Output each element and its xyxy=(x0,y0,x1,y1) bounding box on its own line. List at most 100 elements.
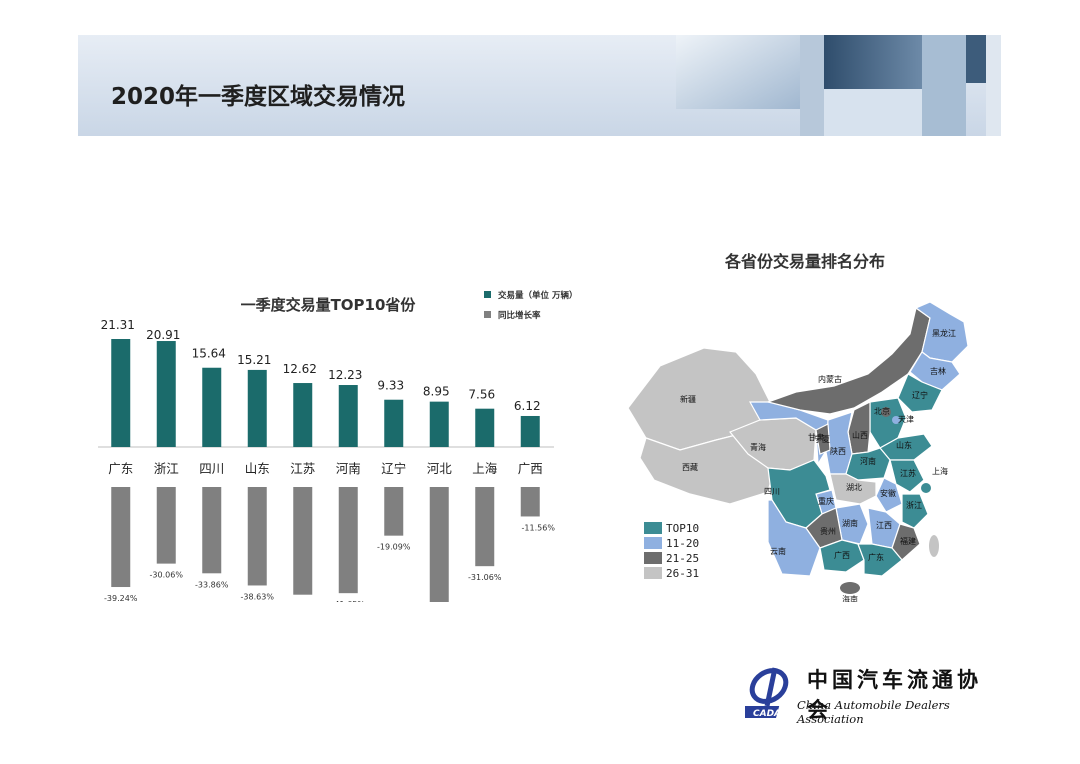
map-legend-label: TOP10 xyxy=(666,522,699,535)
volume-data-label: 9.33 xyxy=(377,379,404,393)
volume-data-label: 12.23 xyxy=(328,368,362,382)
map-region-label: 北京 xyxy=(874,406,890,416)
top10-bar-chart: 一季度交易量TOP10省份 交易量（单位 万辆） 同比增长率 21.31 广东 -39.2… xyxy=(98,290,577,602)
chart-title: 一季度交易量TOP10省份 xyxy=(241,296,417,314)
growth-data-label: -33.86% xyxy=(195,580,229,589)
region-ningxia xyxy=(815,423,831,455)
map-region-label: 山西 xyxy=(852,430,868,440)
volume-bar xyxy=(156,341,176,447)
cada-emblem-icon: CADA xyxy=(745,667,789,719)
volume-bar xyxy=(429,401,449,447)
map-region-label: 新疆 xyxy=(680,394,696,404)
map-region-label: 海南 xyxy=(842,594,858,602)
map-region-label: 重庆 xyxy=(818,496,834,506)
growth-bar xyxy=(247,487,267,586)
map-regions xyxy=(627,301,969,594)
volume-bar xyxy=(384,399,404,447)
logo-chinese-name: 中国汽车流通协会 xyxy=(807,667,982,722)
category-tick-label: 四川 xyxy=(199,461,224,476)
volume-data-label: 20.91 xyxy=(146,328,180,342)
legend-label: 同比增长率 xyxy=(498,310,541,321)
volume-bar xyxy=(520,415,540,447)
map-legend-swatch xyxy=(644,522,662,534)
category-tick-label: 山东 xyxy=(245,461,270,476)
volume-data-label: 7.56 xyxy=(468,388,495,402)
volume-bar xyxy=(475,408,495,447)
region-shanxi xyxy=(847,401,871,455)
region-tianjin xyxy=(892,416,900,424)
volume-bar xyxy=(202,367,222,447)
map-legend-label: 26-31 xyxy=(666,567,699,580)
region-hubei xyxy=(829,473,877,505)
map-region-label: 云南 xyxy=(770,546,786,556)
volume-data-label: 21.31 xyxy=(101,318,135,332)
volume-bar xyxy=(293,383,313,447)
map-region-label: 辽宁 xyxy=(912,390,928,400)
map-legend-swatch xyxy=(644,567,662,579)
legend-swatch xyxy=(484,311,491,318)
category-tick-label: 广西 xyxy=(518,461,543,476)
region-anhui xyxy=(875,477,903,513)
map-region-label: 江苏 xyxy=(900,468,916,478)
map-region-label: 湖北 xyxy=(846,483,862,492)
volume-data-label: 8.95 xyxy=(423,385,450,399)
growth-data-label: -30.06% xyxy=(150,571,184,580)
region-taiwan xyxy=(929,535,939,557)
map-region-label: 山东 xyxy=(896,440,912,450)
header-banner: 2020年一季度区域交易情况 xyxy=(78,35,1001,136)
map-region-label: 广西 xyxy=(834,550,850,560)
map-region-label: 吉林 xyxy=(930,366,946,376)
growth-bar xyxy=(111,487,131,588)
region-shanghai xyxy=(921,483,931,493)
growth-bar xyxy=(156,487,176,564)
map-region-label: 西藏 xyxy=(682,462,698,472)
map-region-label: 宁夏 xyxy=(814,434,830,444)
map-legend-swatch xyxy=(644,552,662,564)
region-beijing xyxy=(881,407,891,417)
page-title: 2020年一季度区域交易情况 xyxy=(111,84,406,110)
volume-data-label: 12.62 xyxy=(283,362,317,376)
category-tick-label: 江苏 xyxy=(290,461,315,476)
map-region-label: 福建 xyxy=(900,536,916,546)
growth-data-label: -38.63% xyxy=(241,592,275,601)
region-zhejiang xyxy=(901,493,929,529)
volume-data-label: 6.12 xyxy=(514,399,541,413)
region-fujian xyxy=(891,523,921,561)
legend-swatch xyxy=(484,291,491,298)
map-region-label: 湖南 xyxy=(842,518,858,528)
volume-data-label: 15.21 xyxy=(237,353,271,367)
map-region-label: 四川 xyxy=(764,487,780,496)
region-jilin xyxy=(909,351,961,391)
growth-bar xyxy=(338,487,358,594)
map-title: 各省份交易量排名分布 xyxy=(724,252,885,271)
map-region-label: 陕西 xyxy=(830,446,846,456)
map-region-label: 黑龙江 xyxy=(932,328,956,338)
map-region-label: 江西 xyxy=(876,521,892,530)
map-legend-label: 11-20 xyxy=(666,537,699,550)
header-decoration xyxy=(676,35,1001,136)
category-tick-label: 辽宁 xyxy=(381,461,406,476)
legend-label: 交易量（单位 万辆） xyxy=(498,290,577,301)
category-tick-label: 广东 xyxy=(108,461,133,476)
map-region-label: 河南 xyxy=(860,456,876,466)
growth-bar xyxy=(384,487,404,536)
volume-bar xyxy=(111,339,131,447)
map-region-label: 广东 xyxy=(868,552,884,562)
map-legend-swatch xyxy=(644,537,662,549)
map-region-label: 安徽 xyxy=(880,488,896,498)
region-hainan xyxy=(840,582,860,594)
map-region-label: 内蒙古 xyxy=(818,374,842,384)
map-region-label: 贵州 xyxy=(820,526,836,536)
map-legend-label: 21-25 xyxy=(666,552,699,565)
growth-bar xyxy=(293,487,313,595)
logo-english-name: China Automobile Dealers Association xyxy=(797,698,950,726)
map-region-label: 青海 xyxy=(750,442,766,452)
growth-bar xyxy=(429,487,449,602)
growth-data-label: -11.56% xyxy=(522,523,556,532)
volume-data-label: 15.64 xyxy=(192,347,226,361)
map-region-label: 上海 xyxy=(932,466,948,476)
growth-bar xyxy=(520,487,540,517)
growth-data-label: -39.24% xyxy=(104,594,138,602)
category-tick-label: 河南 xyxy=(336,461,361,476)
